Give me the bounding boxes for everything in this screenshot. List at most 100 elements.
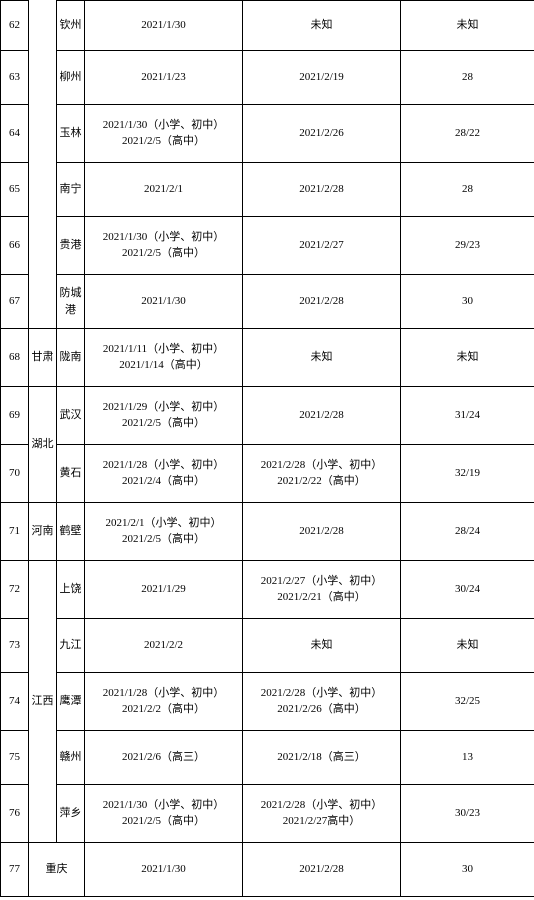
- table-row: 75赣州2021/2/6（高三）2021/2/18（高三）13: [1, 731, 534, 785]
- start-date-cell: 2021/1/29: [85, 561, 243, 619]
- end-date-cell: 2021/2/26: [243, 105, 401, 163]
- table-row: 62钦州2021/1/30未知未知: [1, 1, 534, 51]
- end-date-cell: 2021/2/28: [243, 387, 401, 445]
- table-row: 63柳州2021/1/232021/2/1928: [1, 51, 534, 105]
- schedule-table: 62钦州2021/1/30未知未知63柳州2021/1/232021/2/192…: [0, 0, 534, 897]
- end-date-cell: 2021/2/28: [243, 503, 401, 561]
- end-date-cell: 未知: [243, 619, 401, 673]
- start-date-cell: 2021/2/2: [85, 619, 243, 673]
- table-row: 67 防城港2021/1/302021/2/2830: [1, 275, 534, 329]
- start-date-cell: 2021/1/30（小学、初中）2021/2/5（高中）: [85, 217, 243, 275]
- days-cell: 32/19: [401, 445, 534, 503]
- table-row: 77重庆2021/1/302021/2/2830: [1, 843, 534, 897]
- table-body: 62钦州2021/1/30未知未知63柳州2021/1/232021/2/192…: [1, 1, 534, 897]
- city-cell: 贵港: [57, 217, 85, 275]
- city-cell: 上饶: [57, 561, 85, 619]
- city-cell: 鹰潭: [57, 673, 85, 731]
- start-date-cell: 2021/2/1: [85, 163, 243, 217]
- city-cell: 萍乡: [57, 785, 85, 843]
- city-cell: 黄石: [57, 445, 85, 503]
- start-date-cell: 2021/1/11（小学、初中）2021/1/14（高中）: [85, 329, 243, 387]
- start-date-cell: 2021/1/30: [85, 275, 243, 329]
- end-date-cell: 2021/2/28: [243, 843, 401, 897]
- start-date-cell: 2021/1/29（小学、初中）2021/2/5（高中）: [85, 387, 243, 445]
- city-cell: 南宁: [57, 163, 85, 217]
- end-date-cell: 2021/2/27: [243, 217, 401, 275]
- end-date-cell: 2021/2/27（小学、初中）2021/2/21（高中）: [243, 561, 401, 619]
- row-number: 63: [1, 51, 29, 105]
- city-cell: 鹤壁: [57, 503, 85, 561]
- row-number: 77: [1, 843, 29, 897]
- days-cell: 28: [401, 51, 534, 105]
- end-date-cell: 2021/2/19: [243, 51, 401, 105]
- end-date-cell: 2021/2/28: [243, 275, 401, 329]
- days-cell: 未知: [401, 1, 534, 51]
- days-cell: 28: [401, 163, 534, 217]
- province-cell: 河南: [29, 503, 57, 561]
- end-date-cell: 未知: [243, 329, 401, 387]
- end-date-cell: 2021/2/28（小学、初中）2021/2/27高中）: [243, 785, 401, 843]
- start-date-cell: 2021/2/1（小学、初中）2021/2/5（高中）: [85, 503, 243, 561]
- table-row: 66 贵港2021/1/30（小学、初中）2021/2/5（高中）2021/2/2…: [1, 217, 534, 275]
- city-cell: 玉林: [57, 105, 85, 163]
- row-number: 68: [1, 329, 29, 387]
- city-cell: 武汉: [57, 387, 85, 445]
- table-row: 65 南宁2021/2/12021/2/2828: [1, 163, 534, 217]
- row-number: 74: [1, 673, 29, 731]
- table-row: 70 黄石2021/1/28（小学、初中）2021/2/4（高中）2021/2/2…: [1, 445, 534, 503]
- start-date-cell: 2021/1/30（小学、初中）2021/2/5（高中）: [85, 785, 243, 843]
- city-cell: 钦州: [57, 1, 85, 51]
- start-date-cell: 2021/1/30: [85, 843, 243, 897]
- table-row: 71河南鹤壁2021/2/1（小学、初中）2021/2/5（高中）2021/2/…: [1, 503, 534, 561]
- table-row: 73九江2021/2/2未知未知: [1, 619, 534, 673]
- days-cell: 28/24: [401, 503, 534, 561]
- row-number: 64: [1, 105, 29, 163]
- end-date-cell: 2021/2/18（高三）: [243, 731, 401, 785]
- days-cell: 30: [401, 843, 534, 897]
- city-cell: 柳州: [57, 51, 85, 105]
- province-cell: 甘肃: [29, 329, 57, 387]
- end-date-cell: 2021/2/28（小学、初中）2021/2/26（高中）: [243, 673, 401, 731]
- row-number: 62: [1, 1, 29, 51]
- row-number: 72: [1, 561, 29, 619]
- start-date-cell: 2021/1/28（小学、初中）2021/2/4（高中）: [85, 445, 243, 503]
- row-number: 70: [1, 445, 29, 503]
- table-row: 74 鹰潭2021/1/28（小学、初中）2021/2/2（高中）2021/2/2…: [1, 673, 534, 731]
- end-date-cell: 2021/2/28: [243, 163, 401, 217]
- days-cell: 30/24: [401, 561, 534, 619]
- city-cell: 赣州: [57, 731, 85, 785]
- province-cell: 江西: [29, 561, 57, 843]
- start-date-cell: 2021/2/6（高三）: [85, 731, 243, 785]
- days-cell: 30: [401, 275, 534, 329]
- province-city-merged: 重庆: [29, 843, 85, 897]
- days-cell: 30/23: [401, 785, 534, 843]
- start-date-cell: 2021/1/28（小学、初中）2021/2/2（高中）: [85, 673, 243, 731]
- city-cell: 陇南: [57, 329, 85, 387]
- row-number: 75: [1, 731, 29, 785]
- start-date-cell: 2021/1/30（小学、初中）2021/2/5（高中）: [85, 105, 243, 163]
- row-number: 76: [1, 785, 29, 843]
- province-cell: [29, 1, 57, 329]
- table-row: 64 玉林2021/1/30（小学、初中）2021/2/5（高中）2021/2/2…: [1, 105, 534, 163]
- start-date-cell: 2021/1/30: [85, 1, 243, 51]
- table-row: 69湖北武汉2021/1/29（小学、初中）2021/2/5（高中）2021/2…: [1, 387, 534, 445]
- days-cell: 未知: [401, 619, 534, 673]
- days-cell: 32/25: [401, 673, 534, 731]
- row-number: 73: [1, 619, 29, 673]
- row-number: 71: [1, 503, 29, 561]
- end-date-cell: 2021/2/28（小学、初中）2021/2/22（高中）: [243, 445, 401, 503]
- city-cell: 九江: [57, 619, 85, 673]
- city-cell: 防城港: [57, 275, 85, 329]
- table-row: 72江西上饶2021/1/292021/2/27（小学、初中）2021/2/21…: [1, 561, 534, 619]
- province-cell: 湖北: [29, 387, 57, 503]
- days-cell: 29/23: [401, 217, 534, 275]
- days-cell: 未知: [401, 329, 534, 387]
- row-number: 65: [1, 163, 29, 217]
- table-row: 68甘肃陇南2021/1/11（小学、初中）2021/1/14（高中）未知未知: [1, 329, 534, 387]
- row-number: 69: [1, 387, 29, 445]
- row-number: 67: [1, 275, 29, 329]
- table-row: 76 萍乡2021/1/30（小学、初中）2021/2/5（高中）2021/2/2…: [1, 785, 534, 843]
- days-cell: 28/22: [401, 105, 534, 163]
- days-cell: 31/24: [401, 387, 534, 445]
- row-number: 66: [1, 217, 29, 275]
